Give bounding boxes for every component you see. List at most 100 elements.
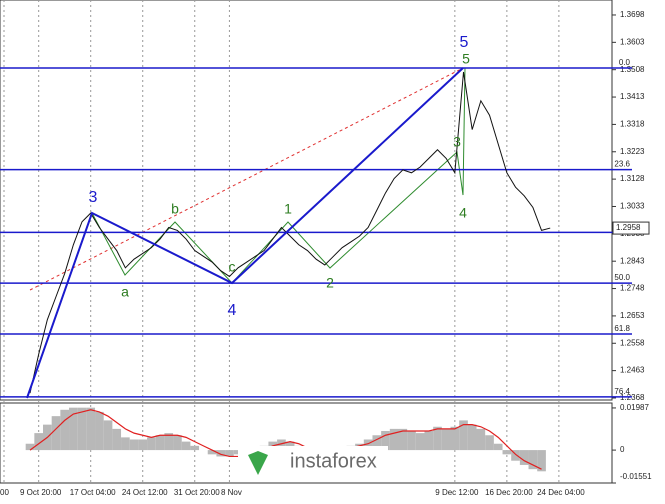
osc-bar: [181, 441, 191, 451]
osc-bar: [190, 445, 200, 451]
osc-bar: [25, 443, 35, 451]
wave-label: 3: [453, 134, 461, 150]
osc-bar: [60, 409, 70, 451]
osc-bar: [381, 431, 390, 451]
oscillator-frame: [0, 402, 613, 484]
osc-bar: [77, 407, 87, 451]
osc-bar: [155, 435, 165, 451]
y-tick-label: 1.3698: [620, 10, 645, 19]
x-tick-label: 17 Oct 04:00: [70, 488, 116, 497]
y-tick-label: 1.3318: [620, 120, 645, 129]
x-tick-label: 24 Oct 12:00: [122, 488, 168, 497]
osc-bar: [277, 439, 286, 451]
wave-label: 5: [460, 34, 469, 51]
osc-bar: [459, 420, 468, 451]
wave-label: 2: [326, 275, 334, 291]
wave-label: 3: [89, 189, 98, 206]
osc-bar: [86, 407, 96, 451]
osc-tick-label: 0: [620, 445, 625, 454]
x-tick-label: 8 Nov: [221, 488, 242, 497]
wave-label: 5: [462, 51, 470, 67]
osc-bar: [407, 431, 416, 451]
y-tick-label: 1.2368: [620, 393, 645, 402]
x-tick-label: 31 Oct 20:00: [174, 488, 220, 497]
wave-label: b: [171, 201, 179, 217]
fib-level-label: 76.4: [614, 387, 630, 396]
osc-bar: [537, 450, 546, 472]
wave-line-major: [26, 67, 464, 399]
osc-tick-label: 0.01987: [620, 403, 649, 412]
osc-bar: [129, 439, 139, 451]
last-price-box: [612, 221, 650, 235]
x-tick-label: 9 Dec 12:00: [435, 488, 479, 497]
osc-bar: [103, 420, 113, 451]
osc-bar: [34, 433, 44, 451]
osc-bar: [164, 433, 174, 451]
osc-bar: [441, 428, 451, 451]
osc-bar: [216, 450, 226, 457]
osc-bar: [424, 431, 434, 451]
y-tick-label: 1.2748: [620, 284, 645, 293]
wave-label: a: [121, 284, 129, 300]
osc-bar: [450, 426, 460, 451]
osc-bar: [51, 416, 61, 451]
osc-bar: [398, 428, 408, 451]
osc-bar: [493, 443, 503, 451]
watermark: instaforex: [238, 446, 388, 480]
osc-bar: [225, 450, 234, 457]
signal-line: [29, 409, 542, 470]
osc-bar: [528, 450, 538, 470]
osc-bar: [285, 441, 295, 451]
wave-label: 1: [284, 201, 292, 217]
fib-level-label: 23.6: [614, 160, 630, 169]
osc-bar: [173, 435, 182, 451]
fib-level-label: 61.8: [614, 324, 630, 333]
osc-bar: [121, 437, 130, 451]
osc-bar: [485, 435, 494, 451]
watermark-text: instaforex: [290, 450, 377, 472]
fib-level-label: 50.0: [614, 273, 630, 282]
fib-level-label: 0.0: [619, 58, 631, 67]
y-tick-label: 1.3413: [620, 92, 645, 101]
osc-bar: [112, 428, 122, 451]
osc-bar: [467, 424, 477, 451]
osc-bar: [415, 433, 425, 451]
osc-bar: [95, 411, 104, 451]
y-tick-label: 1.2843: [620, 256, 645, 265]
x-tick-label: 9 Oct 20:00: [20, 488, 62, 497]
osc-bar: [138, 439, 148, 451]
trend-line: [29, 67, 464, 291]
y-tick-label: 1.2463: [620, 366, 645, 375]
x-tick-label: 16 Dec 20:00: [485, 488, 533, 497]
last-price-label: 1.2958: [616, 223, 641, 232]
wave-label: c: [229, 259, 236, 275]
osc-bar: [69, 407, 78, 451]
y-tick-label: 1.3508: [620, 65, 645, 74]
osc-bar: [207, 450, 217, 455]
osc-bar: [372, 435, 382, 451]
y-tick-label: 1.3033: [620, 202, 645, 211]
osc-bar: [389, 428, 399, 451]
osc-bar: [502, 450, 512, 455]
y-tick-label: 1.3223: [620, 147, 645, 156]
y-tick-label: 1.3128: [620, 174, 645, 183]
osc-bar: [519, 450, 529, 465]
price-frame: [0, 0, 613, 401]
wave-label: 4: [228, 302, 237, 319]
watermark-icon: [248, 451, 268, 475]
price-line: [29, 71, 551, 394]
y-tick-label: 1.2558: [620, 338, 645, 347]
x-tick-label: 24 Dec 04:00: [537, 488, 585, 497]
y-tick-label: 1.2653: [620, 311, 645, 320]
osc-bar: [433, 426, 442, 451]
osc-tick-label: -0.01551: [620, 472, 652, 481]
wave-line-minor: [91, 67, 466, 284]
osc-bar: [511, 450, 520, 461]
osc-bar: [147, 437, 156, 451]
wave-label: 4: [459, 205, 467, 221]
osc-bar: [363, 439, 373, 451]
x-tick-label: 00: [0, 488, 9, 497]
y-tick-label: 1.3603: [620, 37, 645, 46]
osc-bar: [476, 428, 486, 451]
